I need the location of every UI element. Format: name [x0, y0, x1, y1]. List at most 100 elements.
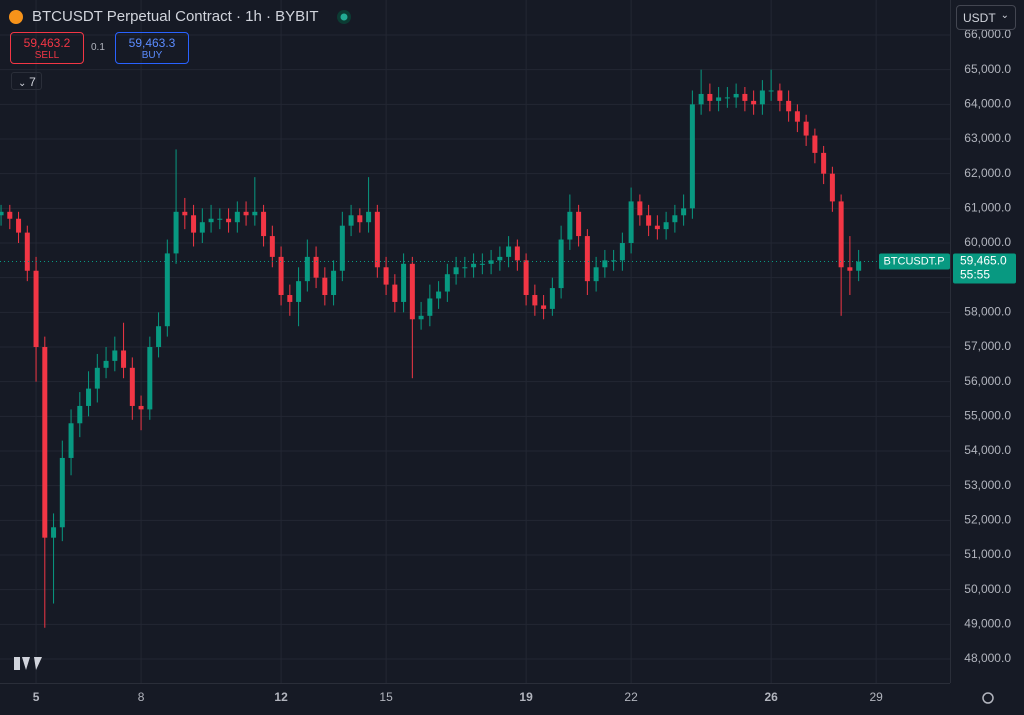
candle-body — [549, 288, 555, 309]
candle-body — [339, 225, 345, 271]
candle-body — [331, 270, 337, 296]
candle-body — [602, 260, 608, 268]
y-tick-label: 51,000.0 — [964, 547, 1011, 561]
y-tick-label: 55,000.0 — [964, 409, 1011, 423]
candle-body — [296, 281, 302, 302]
candle-body — [567, 211, 573, 240]
symbol-label: BTCUSDT.P — [883, 255, 944, 267]
candle-body — [226, 218, 232, 223]
candle-body — [269, 236, 275, 257]
sell-price: 59,463.2 — [23, 36, 71, 50]
candle-body — [418, 315, 424, 320]
y-tick-label: 58,000.0 — [964, 305, 1011, 319]
candle-body — [234, 211, 240, 223]
candle-body — [173, 211, 179, 254]
candle-body — [103, 360, 109, 368]
coin-icon — [9, 10, 23, 24]
buy-label: BUY — [141, 50, 163, 61]
candle-body — [646, 215, 652, 226]
settings-icon[interactable] — [982, 692, 994, 704]
candle-body — [51, 527, 57, 538]
candle-body — [24, 232, 30, 271]
candle-body — [471, 263, 477, 268]
candle-body — [112, 350, 118, 361]
candle-body — [558, 239, 564, 289]
candle-body — [698, 93, 704, 105]
candle-body — [759, 90, 765, 105]
sell-button[interactable]: 59,463.2 SELL — [10, 32, 84, 64]
candle-body — [383, 267, 389, 285]
candle-body — [252, 211, 258, 216]
candle-body — [348, 215, 354, 226]
candle-body — [619, 243, 625, 261]
candle-body — [0, 211, 4, 216]
candle-body — [821, 152, 827, 174]
candle-body — [261, 211, 267, 237]
quantity[interactable]: 0.1 — [91, 42, 105, 53]
x-tick-label: 29 — [869, 690, 883, 704]
candle-body — [366, 211, 372, 223]
y-tick-label: 49,000.0 — [964, 617, 1011, 631]
currency: USDT — [963, 11, 996, 25]
x-tick-label: 15 — [379, 690, 393, 704]
chevron: ⌄ — [1000, 10, 1009, 21]
candle-body — [77, 405, 83, 424]
candle-body — [156, 326, 162, 348]
candle-body — [138, 405, 144, 410]
logo — [14, 657, 42, 670]
y-tick-label: 50,000.0 — [964, 582, 1011, 596]
candle-body — [7, 211, 13, 219]
candle-body — [94, 367, 100, 389]
y-tick-label: 48,000.0 — [964, 651, 1011, 665]
candle-body — [322, 277, 328, 296]
candle-body — [794, 111, 800, 122]
buy-price: 59,463.3 — [128, 36, 176, 50]
candle-body — [147, 347, 153, 410]
candle-body — [584, 236, 590, 282]
candle-body — [444, 274, 450, 292]
candle-body — [436, 291, 442, 299]
candle-body — [217, 218, 223, 220]
y-tick-label: 57,000.0 — [964, 339, 1011, 353]
x-tick-label: 22 — [624, 690, 638, 704]
currency-select[interactable]: USDT ⌄ — [956, 5, 1016, 30]
candle-body — [278, 256, 284, 296]
candle-body — [42, 347, 48, 538]
candle-body — [681, 208, 687, 216]
candle-body — [637, 201, 643, 216]
candle-body — [576, 211, 582, 237]
indicators-toggle[interactable]: ⌄ 7 — [11, 72, 42, 90]
candle-body — [768, 90, 774, 92]
candle-body — [742, 93, 748, 101]
candle-body — [663, 222, 669, 230]
y-tick-label: 53,000.0 — [964, 478, 1011, 492]
candle-body — [532, 295, 538, 306]
candle-body — [514, 246, 520, 261]
candle-body — [392, 284, 398, 302]
chevron: ⌄ — [18, 78, 30, 89]
y-tick-label: 66,000.0 — [964, 27, 1011, 41]
candle-body — [611, 260, 617, 262]
candle-body — [453, 267, 459, 275]
candle-body — [506, 246, 512, 257]
y-tick-label: 64,000.0 — [964, 97, 1011, 111]
x-tick-label: 8 — [138, 690, 145, 704]
status-dot — [340, 13, 348, 21]
candle-body — [59, 457, 65, 528]
candle-body — [829, 173, 835, 202]
candle-body — [191, 215, 197, 233]
buy-button[interactable]: 59,463.3 BUY — [115, 32, 189, 64]
candle-body — [838, 201, 844, 268]
candle-body — [16, 218, 22, 233]
y-tick-label: 54,000.0 — [964, 443, 1011, 457]
candle-body — [628, 201, 634, 244]
candle-body — [593, 267, 599, 282]
y-tick-label: 52,000.0 — [964, 513, 1011, 527]
candle-body — [777, 90, 783, 101]
last-price-label: 59,465.0 — [960, 254, 1007, 268]
candle-body — [462, 267, 468, 269]
candle-body — [724, 97, 730, 99]
candle-body — [479, 263, 485, 265]
